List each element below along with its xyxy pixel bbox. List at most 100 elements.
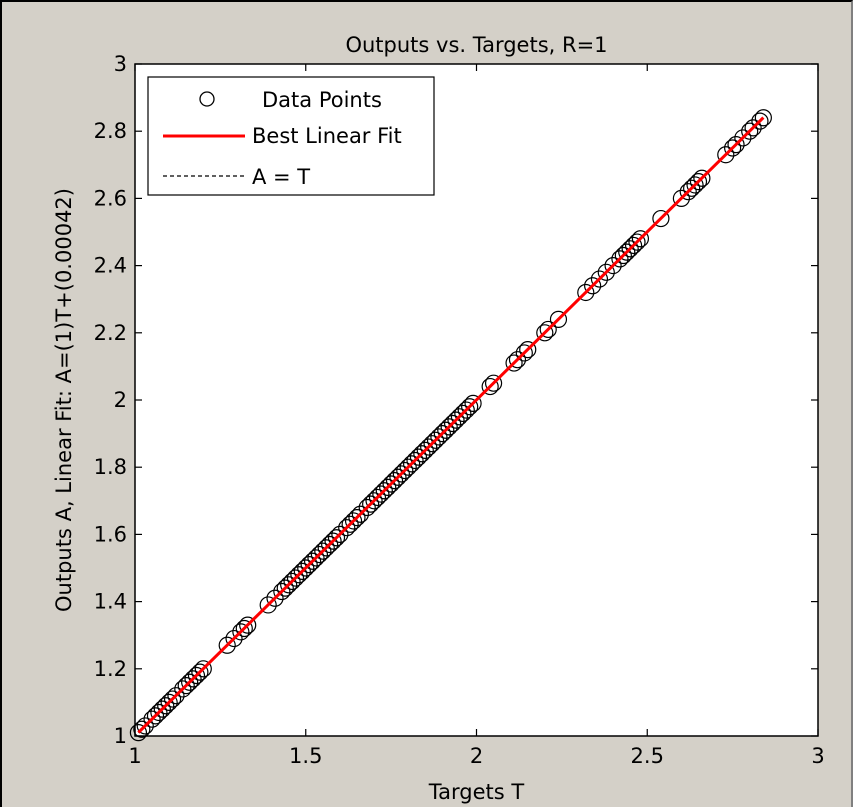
data-point — [341, 515, 359, 533]
legend: Data Points Best Linear Fit A = T — [147, 76, 435, 196]
x-tick-label: 3 — [811, 744, 824, 768]
data-point — [443, 414, 462, 433]
data-point — [321, 535, 339, 554]
data-point — [344, 512, 363, 530]
x-ticks: 1 1.5 2 2.5 3 — [128, 64, 825, 768]
y-tick-label: 2.6 — [94, 186, 127, 210]
y-tick-label: 1.4 — [94, 590, 127, 614]
data-point — [437, 421, 455, 439]
y-tick-label: 1.6 — [94, 522, 127, 546]
data-point — [310, 545, 329, 564]
data-point — [389, 468, 407, 486]
data-point — [163, 690, 182, 708]
data-point — [290, 566, 308, 584]
data-point — [686, 176, 704, 194]
data-point — [734, 129, 752, 147]
data-point — [454, 404, 472, 423]
y-tick-label: 1.8 — [94, 455, 127, 479]
data-point — [266, 589, 284, 607]
data-point — [191, 663, 209, 681]
data-point — [324, 532, 342, 550]
data-point — [590, 270, 609, 288]
chart-title: Outputs vs. Targets, R=1 — [345, 33, 607, 57]
data-point — [450, 408, 469, 426]
y-tick-label: 2.8 — [94, 119, 127, 143]
data-point — [440, 418, 458, 436]
data-point — [406, 451, 424, 470]
x-tick-label: 1 — [128, 744, 141, 768]
data-point — [218, 636, 236, 654]
data-point — [433, 425, 451, 443]
data-point — [184, 670, 202, 688]
data-point — [348, 508, 366, 527]
data-point — [174, 680, 192, 698]
data-point — [426, 431, 445, 449]
data-point — [276, 579, 294, 597]
data-point — [420, 438, 438, 456]
data-point — [430, 428, 448, 446]
data-point — [385, 472, 404, 490]
data-point — [286, 569, 305, 587]
data-point — [628, 233, 646, 251]
data-point — [239, 616, 257, 634]
data-point — [368, 488, 387, 507]
y-tick-label: 1 — [114, 724, 127, 748]
data-point — [143, 710, 161, 728]
data-points — [129, 109, 772, 742]
data-point — [683, 179, 701, 197]
data-point — [396, 461, 414, 480]
y-tick-label: 3 — [114, 52, 127, 76]
x-tick-label: 1.5 — [289, 744, 322, 768]
data-point — [303, 552, 322, 570]
data-point — [539, 320, 557, 339]
data-point — [549, 310, 568, 328]
x-axis-label: Targets T — [428, 780, 525, 804]
data-point — [536, 324, 554, 342]
data-point — [362, 495, 380, 513]
data-point — [375, 482, 393, 500]
data-point — [338, 519, 356, 537]
data-point — [403, 455, 421, 473]
legend-label-identity: A = T — [252, 165, 310, 189]
data-point — [150, 703, 168, 722]
data-point — [508, 351, 527, 369]
legend-label-best-fit: Best Linear Fit — [252, 124, 402, 148]
x-tick-label: 2 — [470, 744, 483, 768]
data-point — [273, 582, 291, 601]
data-point — [611, 250, 629, 268]
data-point — [464, 394, 482, 412]
data-point — [314, 542, 332, 560]
data-point — [392, 465, 410, 483]
data-point — [519, 341, 537, 359]
data-point — [194, 660, 212, 678]
data-point — [624, 236, 643, 255]
data-point — [577, 283, 595, 302]
data-point — [280, 576, 298, 594]
data-point — [727, 136, 745, 154]
fit-lines — [137, 116, 765, 734]
data-point — [133, 720, 151, 738]
data-point — [744, 119, 762, 137]
data-point — [235, 619, 253, 638]
data-point — [379, 478, 397, 496]
data-point — [423, 435, 441, 453]
data-point — [283, 572, 301, 591]
data-point — [297, 559, 315, 577]
data-point — [167, 687, 185, 705]
data-point — [232, 623, 250, 641]
data-point — [672, 189, 691, 207]
data-point — [409, 448, 428, 466]
data-point — [157, 697, 175, 715]
data-point — [129, 724, 148, 742]
data-point — [331, 525, 349, 544]
y-tick-label: 2.4 — [94, 254, 127, 278]
data-point — [717, 146, 735, 164]
data-point — [365, 492, 383, 510]
data-point — [741, 122, 759, 140]
data-point — [358, 498, 376, 517]
data-point — [461, 398, 479, 416]
data-point — [372, 485, 390, 503]
data-point — [584, 277, 602, 295]
